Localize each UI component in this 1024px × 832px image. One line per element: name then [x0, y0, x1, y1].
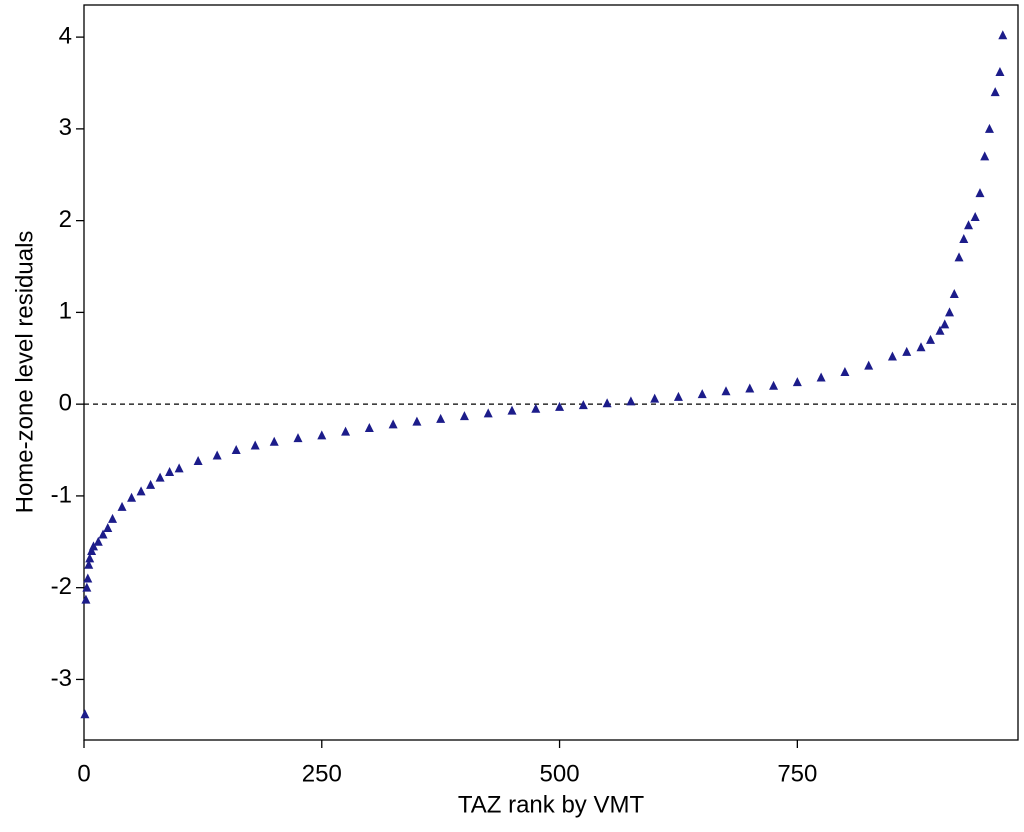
- point: [341, 426, 351, 436]
- point: [626, 396, 636, 406]
- y-tick-label: 0: [59, 390, 72, 417]
- x-tick-label: 750: [777, 760, 817, 787]
- point: [388, 419, 398, 429]
- point: [108, 513, 118, 523]
- point: [293, 433, 303, 443]
- point: [212, 450, 222, 460]
- point: [916, 342, 926, 352]
- point: [990, 87, 1000, 97]
- point: [82, 582, 92, 592]
- point: [745, 383, 755, 393]
- point: [459, 411, 469, 421]
- point: [117, 501, 127, 511]
- point: [83, 573, 93, 583]
- point: [769, 380, 779, 390]
- point: [940, 319, 950, 329]
- point: [174, 463, 184, 473]
- point: [507, 405, 517, 415]
- point: [231, 445, 241, 455]
- point: [602, 398, 612, 408]
- point: [80, 709, 90, 719]
- point: [364, 423, 374, 433]
- point: [995, 66, 1005, 76]
- point: [193, 456, 203, 466]
- x-tick-label: 500: [540, 760, 580, 787]
- point: [555, 401, 565, 411]
- point: [127, 492, 137, 502]
- point: [84, 559, 94, 569]
- point: [155, 472, 165, 482]
- point: [136, 486, 146, 496]
- point: [483, 408, 493, 418]
- point: [925, 334, 935, 344]
- point: [89, 541, 99, 551]
- point: [970, 211, 980, 221]
- point: [721, 386, 731, 396]
- x-tick-label: 250: [302, 760, 342, 787]
- point: [984, 123, 994, 133]
- point: [935, 325, 945, 335]
- y-tick-label: 3: [59, 114, 72, 141]
- point: [250, 440, 260, 450]
- point: [673, 391, 683, 401]
- plot-frame: [83, 4, 1019, 741]
- point: [650, 393, 660, 403]
- x-axis-label: TAZ rank by VMT: [458, 791, 645, 818]
- point: [954, 252, 964, 262]
- point: [98, 529, 108, 539]
- y-tick-label: 4: [59, 22, 72, 49]
- point: [317, 430, 327, 440]
- point: [792, 377, 802, 387]
- point: [103, 523, 113, 533]
- point: [959, 233, 969, 243]
- point: [816, 372, 826, 382]
- y-tick-label: 1: [59, 298, 72, 325]
- point: [840, 367, 850, 377]
- y-tick-label: 2: [59, 206, 72, 233]
- y-tick-label: -3: [51, 665, 72, 692]
- point: [980, 151, 990, 161]
- y-tick-label: -2: [51, 573, 72, 600]
- point: [165, 467, 175, 477]
- point: [269, 436, 279, 446]
- point: [697, 389, 707, 399]
- point: [949, 289, 959, 299]
- x-tick-label: 0: [77, 760, 90, 787]
- point: [902, 346, 912, 356]
- point: [864, 360, 874, 370]
- point: [436, 413, 446, 423]
- point: [887, 351, 897, 361]
- y-axis-label: Home-zone level residuals: [11, 231, 38, 514]
- point: [945, 307, 955, 317]
- point: [87, 545, 97, 555]
- point: [412, 416, 422, 426]
- point: [975, 188, 985, 198]
- point: [998, 30, 1008, 40]
- point: [578, 400, 588, 410]
- point: [81, 594, 91, 604]
- point: [85, 553, 95, 563]
- point: [531, 403, 541, 413]
- y-tick-label: -1: [51, 481, 72, 508]
- point: [964, 220, 974, 230]
- point: [146, 479, 156, 489]
- point: [93, 536, 103, 546]
